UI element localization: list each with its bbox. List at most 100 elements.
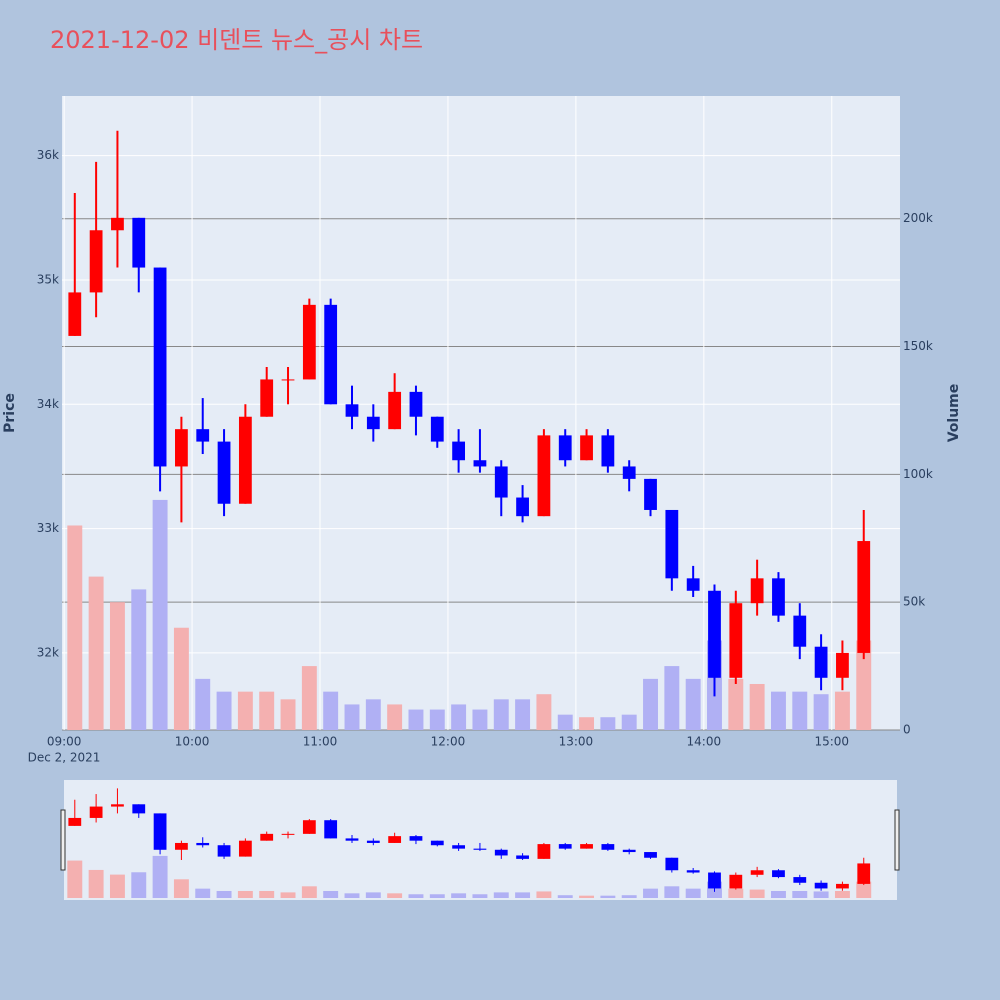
y2-axis-label: Volume xyxy=(946,384,962,443)
volume-bar xyxy=(237,890,253,898)
candle-body xyxy=(196,429,210,442)
candle-body xyxy=(793,877,807,883)
candle-body xyxy=(409,391,423,417)
candle-body xyxy=(601,435,615,467)
candle-body xyxy=(89,230,103,293)
volume-bar xyxy=(131,872,147,898)
candle-body xyxy=(281,833,295,835)
candle-body xyxy=(836,883,849,889)
volume-bar xyxy=(152,499,168,730)
volume-bar xyxy=(216,691,232,730)
candle-body xyxy=(153,813,167,850)
candle-body xyxy=(345,404,359,417)
candle-body xyxy=(601,844,615,850)
volume-bar xyxy=(429,894,445,898)
candle-body xyxy=(729,874,743,889)
candle-body xyxy=(772,870,785,878)
volume-bar xyxy=(813,891,829,898)
range-handle[interactable] xyxy=(894,809,900,871)
range-slider[interactable] xyxy=(64,780,897,900)
x-tick-label: 09:00 xyxy=(47,735,82,749)
candle-body xyxy=(473,848,487,850)
x-tick-label: 10:00 xyxy=(175,735,210,749)
volume-bar xyxy=(365,892,381,898)
volume-bar xyxy=(280,892,296,898)
volume-bar xyxy=(109,874,125,898)
candle-body xyxy=(324,304,338,405)
candle-body xyxy=(260,379,274,417)
range-handle[interactable] xyxy=(60,809,66,871)
candle-body xyxy=(729,603,743,678)
y2-tick-label: 200k xyxy=(903,211,933,225)
candle-body xyxy=(558,435,572,461)
volume-bar xyxy=(387,893,403,898)
candle-body xyxy=(68,817,82,826)
candle-body xyxy=(302,304,316,380)
volume-bar xyxy=(344,704,360,730)
candle-body xyxy=(793,615,807,647)
candle-body xyxy=(537,435,551,517)
candle-body xyxy=(281,379,295,381)
volume-bar xyxy=(408,894,424,898)
x-tick-label: 13:00 xyxy=(559,735,594,749)
volume-bar xyxy=(472,709,488,730)
volume-bar xyxy=(685,888,701,898)
candle-body xyxy=(580,435,593,461)
candle-body xyxy=(366,416,380,430)
volume-bar xyxy=(301,666,317,730)
candle-body xyxy=(686,578,700,591)
x-date-label: Dec 2, 2021 xyxy=(28,751,101,765)
volume-bar xyxy=(365,699,381,730)
volume-bar xyxy=(451,893,467,898)
volume-bar xyxy=(600,717,616,730)
volume-bar xyxy=(749,683,765,730)
volume-bar xyxy=(600,895,616,898)
volume-bar xyxy=(728,888,744,898)
volume-bar xyxy=(216,890,232,898)
volume-bar xyxy=(429,709,445,730)
candle-body xyxy=(708,590,721,678)
y2-tick-label: 50k xyxy=(903,595,925,609)
candle-body xyxy=(516,497,529,517)
volume-bar xyxy=(557,714,573,730)
candle-body xyxy=(409,836,423,841)
chart-title: 2021-12-02 비덴트 뉴스_공시 차트 xyxy=(50,26,423,54)
candle-body xyxy=(537,844,551,859)
volume-bar xyxy=(195,888,211,898)
candle-body xyxy=(644,478,657,510)
candle-body xyxy=(175,842,188,850)
candle-body xyxy=(580,844,593,849)
volume-bar xyxy=(131,589,147,730)
volume-bar xyxy=(237,691,253,730)
candle-body xyxy=(68,292,82,336)
candle-body xyxy=(665,509,679,579)
volume-bar xyxy=(408,709,424,730)
candle-body xyxy=(217,845,231,857)
candle-body xyxy=(473,460,487,467)
volume-bar xyxy=(387,704,403,730)
candle-body xyxy=(132,217,146,268)
y-tick-label: 33k xyxy=(37,521,59,535)
candle-body xyxy=(153,267,167,467)
volume-bar xyxy=(579,717,595,730)
candle-body xyxy=(750,870,764,875)
volume-bar xyxy=(344,893,360,898)
volume-bar xyxy=(834,691,850,730)
candle-body xyxy=(238,416,252,504)
candle-body xyxy=(516,855,529,859)
candle-body xyxy=(366,840,380,843)
candle-body xyxy=(302,820,316,834)
candle-body xyxy=(814,882,828,889)
volume-bar xyxy=(664,666,680,730)
candle-body xyxy=(644,852,657,858)
candle-body xyxy=(324,820,338,839)
volume-bar xyxy=(792,691,808,730)
candle-body xyxy=(708,872,721,889)
volume-bar xyxy=(323,691,339,730)
y-tick-label: 34k xyxy=(37,397,59,411)
volume-bar xyxy=(259,691,275,730)
volume-bar xyxy=(493,892,509,898)
candle-body xyxy=(111,217,124,231)
volume-bar xyxy=(301,886,317,898)
volume-bar xyxy=(856,881,872,898)
